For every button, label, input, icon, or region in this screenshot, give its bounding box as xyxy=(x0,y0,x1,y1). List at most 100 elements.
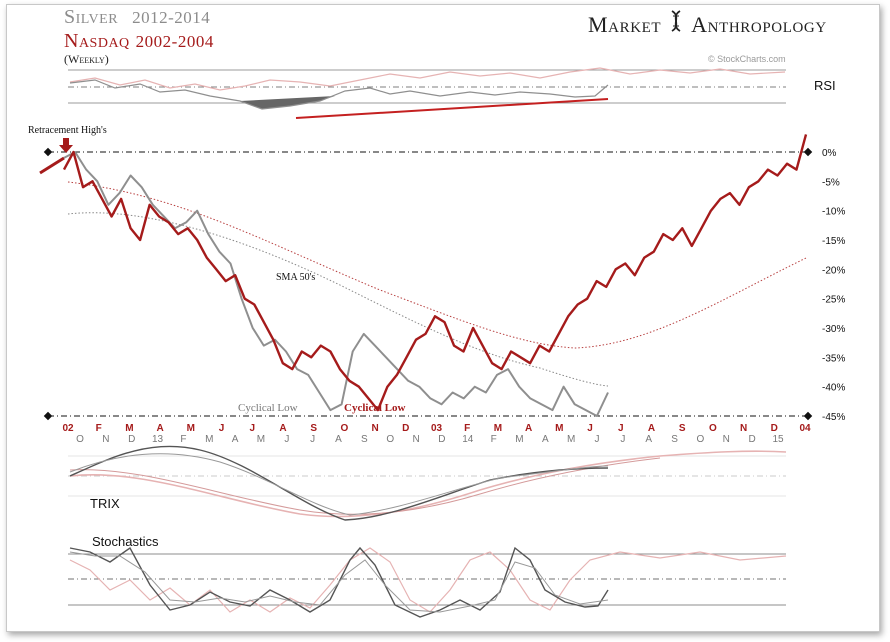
rsi-nasdaq-line xyxy=(69,67,786,91)
trix-silver-sig xyxy=(69,453,609,516)
x-tick-label-silver: J xyxy=(310,434,315,445)
stochastics-panel: Stochastics xyxy=(68,534,787,618)
x-tick-label-nasdaq: 02 xyxy=(62,423,74,434)
x-tick-label-silver: A xyxy=(335,434,342,445)
trix-nasdaq-line xyxy=(69,450,787,518)
y-tick-label: -20% xyxy=(822,265,845,276)
x-tick-label-silver: F xyxy=(180,434,186,445)
x-tick-label-silver: 15 xyxy=(772,434,784,445)
nasdaq-name: Nasdaq xyxy=(64,30,130,52)
main-panel: Retracement High's SMA 50's Cyclical Low… xyxy=(28,125,845,445)
stoch-silver-sig xyxy=(69,551,609,613)
chart-title-silver: Silver 2012-2014 xyxy=(64,6,210,29)
x-tick-label-silver: J xyxy=(620,434,625,445)
y-tick-label: -30% xyxy=(822,324,845,335)
x-tick-label-silver: A xyxy=(645,434,652,445)
silver-line xyxy=(63,151,609,417)
x-tick-label-nasdaq: M xyxy=(125,423,133,434)
y-tick-label: 0% xyxy=(822,148,837,159)
brand-right: Anthropology xyxy=(691,12,827,37)
x-tick-label-nasdaq: D xyxy=(402,423,409,434)
x-tick-label-nasdaq: J xyxy=(618,423,624,434)
brand-left: Market xyxy=(588,12,662,37)
x-tick-label-nasdaq: M xyxy=(187,423,195,434)
y-tick-label: -45% xyxy=(822,412,845,423)
stoch-nasdaq-line xyxy=(69,547,787,613)
x-tick-label-silver: 13 xyxy=(152,434,164,445)
y-tick-label: -40% xyxy=(822,383,845,394)
sma-label: SMA 50's xyxy=(276,272,315,283)
x-tick-label-silver: O xyxy=(386,434,394,445)
trix-panel: TRIX xyxy=(68,445,787,521)
rsi-silver-line xyxy=(69,79,609,110)
x-tick-label-silver: M xyxy=(205,434,213,445)
stochastics-label: Stochastics xyxy=(92,534,159,549)
helix-icon xyxy=(669,10,683,38)
trix-nasdaq-sig xyxy=(69,457,661,515)
nasdaq-line xyxy=(62,134,808,412)
x-tick-label-nasdaq: 04 xyxy=(799,423,811,434)
x-tick-label-silver: A xyxy=(232,434,239,445)
sma-nasdaq-line xyxy=(67,181,807,349)
x-tick-label-silver: M xyxy=(515,434,523,445)
x-tick-label-nasdaq: N xyxy=(740,423,747,434)
x-tick-label-silver: M xyxy=(567,434,575,445)
chart-title-nasdaq: Nasdaq 2002-2004 xyxy=(64,30,214,53)
trix-silver-line xyxy=(69,445,609,521)
sma-silver-line xyxy=(67,212,609,387)
x-tick-label-nasdaq: A xyxy=(279,423,286,434)
x-tick-label-silver: D xyxy=(438,434,445,445)
y-tick-label: -5% xyxy=(822,177,840,188)
stoch-silver-line xyxy=(69,546,609,618)
rsi-panel: RSI xyxy=(68,67,836,119)
x-tick-label-silver: S xyxy=(671,434,678,445)
trix-label: TRIX xyxy=(90,496,120,511)
x-tick-label-silver: N xyxy=(723,434,730,445)
x-tick-label-silver: D xyxy=(749,434,756,445)
x-tick-label-nasdaq: A xyxy=(157,423,164,434)
silver-years: 2012-2014 xyxy=(132,8,211,27)
rsi-label: RSI xyxy=(814,78,836,93)
x-tick-label-silver: S xyxy=(361,434,368,445)
y-tick-label: -15% xyxy=(822,236,845,247)
x-tick-label-nasdaq: F xyxy=(96,423,102,434)
chart-subtitle: (Weekly) xyxy=(64,52,109,66)
y-tick-label: -35% xyxy=(822,353,845,364)
x-tick-label-silver: O xyxy=(697,434,705,445)
x-tick-label-nasdaq: N xyxy=(371,423,378,434)
retracement-label: Retracement High's xyxy=(28,125,107,136)
x-tick-label-nasdaq: S xyxy=(310,423,317,434)
x-tick-label-nasdaq: J xyxy=(219,423,225,434)
rsi-silver-shade xyxy=(240,96,335,109)
x-tick-label-nasdaq: O xyxy=(340,423,348,434)
x-tick-label-nasdaq: S xyxy=(679,423,686,434)
cyclical-low-silver-label: Cyclical Low xyxy=(238,402,298,414)
silver-name: Silver xyxy=(64,6,119,28)
x-tick-label-silver: F xyxy=(491,434,497,445)
x-tick-label-nasdaq: O xyxy=(709,423,717,434)
x-tick-label-silver: N xyxy=(102,434,109,445)
x-tick-label-nasdaq: J xyxy=(249,423,255,434)
y-tick-label: -25% xyxy=(822,295,845,306)
x-tick-label-silver: J xyxy=(595,434,600,445)
x-tick-label-nasdaq: F xyxy=(464,423,470,434)
x-tick-label-nasdaq: M xyxy=(494,423,502,434)
brand-logo: Market Anthropology xyxy=(588,10,827,38)
x-tick-label-silver: A xyxy=(542,434,549,445)
x-tick-label-nasdaq: 03 xyxy=(431,423,443,434)
x-tick-label-silver: M xyxy=(257,434,265,445)
x-tick-label-silver: N xyxy=(412,434,419,445)
chart-credit: © StockCharts.com xyxy=(708,54,786,64)
x-tick-label-nasdaq: A xyxy=(525,423,532,434)
x-tick-label-silver: O xyxy=(76,434,84,445)
nasdaq-years: 2002-2004 xyxy=(135,32,214,51)
x-tick-label-silver: D xyxy=(128,434,135,445)
x-tick-label-silver: 14 xyxy=(462,434,474,445)
x-tick-label-nasdaq: J xyxy=(587,423,593,434)
x-tick-label-nasdaq: D xyxy=(771,423,778,434)
x-tick-label-nasdaq: A xyxy=(648,423,655,434)
x-tick-label-nasdaq: M xyxy=(555,423,563,434)
x-tick-label-silver: J xyxy=(284,434,289,445)
y-tick-label: -10% xyxy=(822,207,845,218)
